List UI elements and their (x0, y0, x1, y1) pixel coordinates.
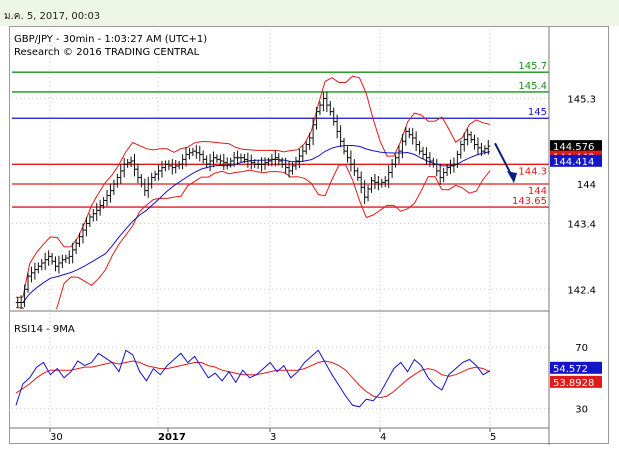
x-tick-label: 4 (380, 432, 386, 443)
level-label: 144 (528, 186, 547, 197)
rsi-y-tick-label: 70 (575, 343, 588, 354)
level-label: 145.4 (518, 81, 547, 92)
price-tag-label: 144.576 (553, 142, 594, 153)
lower-band (16, 164, 491, 309)
upper-band (16, 75, 491, 298)
timestamp: ม.ค. 5, 2017, 00:03 (4, 11, 101, 22)
moving-average (16, 145, 491, 303)
x-tick-label: 30 (50, 432, 63, 443)
chart-subtitle: Research © 2016 TRADING CENTRAL (14, 47, 200, 58)
level-label: 145 (528, 107, 547, 118)
level-label: 145.7 (518, 61, 547, 72)
tick-labels: 145.3 144 143.4 142.4 70 30 54.572 53.8928 30 201… (49, 95, 602, 443)
y-tick-label: 142.4 (567, 285, 596, 296)
price-tag (550, 140, 602, 153)
rsi-y-tick-label: 30 (575, 404, 588, 415)
chart-frame: 145.7 145.4 145 144.3 144 143.65 144.576 144.4… (9, 26, 609, 445)
x-tick-label: 3 (270, 432, 276, 443)
forecast-arrow (494, 142, 513, 177)
x-tick-label: 5 (490, 432, 496, 443)
level-label: 143.65 (512, 196, 547, 207)
rsi-title: RSI14 - 9MA (14, 324, 75, 335)
price-tag (550, 154, 602, 167)
rsi-tag (550, 361, 602, 374)
y-tick-label: 144 (577, 180, 596, 191)
forecast-arrowhead (507, 171, 517, 184)
rsi-line (15, 349, 491, 408)
y-tick-label: 145.3 (567, 95, 596, 106)
rsi-tag (550, 375, 602, 388)
chart-title: GBP/JPY - 30min - 1:03:27 AM (UTC+1) (14, 34, 207, 45)
price-tag-label: 144.414 (553, 157, 594, 168)
price-bars (15, 91, 491, 309)
x-tick-label: 2017 (158, 432, 186, 443)
rsi-tag-label: 53.8928 (553, 378, 594, 389)
y-tick-label: 143.4 (567, 220, 596, 231)
bollinger-bands (16, 75, 491, 309)
rsi-ma-line (15, 360, 491, 399)
rsi-panel (15, 349, 491, 408)
axes (10, 27, 550, 445)
top-bar: ม.ค. 5, 2017, 00:03 (0, 0, 619, 26)
labels: GBP/JPY - 30min - 1:03:27 AM (UTC+1) Res… (14, 34, 207, 335)
level-label: 144.3 (518, 166, 547, 177)
rsi-tag-label: 54.572 (553, 364, 588, 375)
